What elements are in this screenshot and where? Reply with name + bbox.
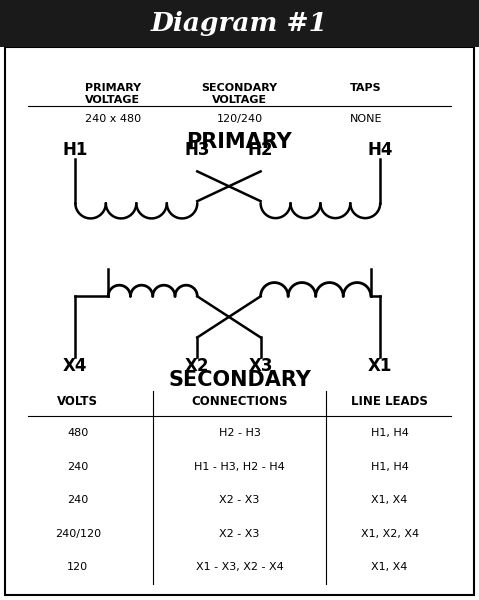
Text: 480: 480 xyxy=(67,428,88,438)
Text: TAPS: TAPS xyxy=(350,83,382,92)
Text: X1, X4: X1, X4 xyxy=(371,562,408,572)
Text: 120/240: 120/240 xyxy=(217,114,262,124)
Text: X2 - X3: X2 - X3 xyxy=(219,495,260,505)
Text: X1 - X3, X2 - X4: X1 - X3, X2 - X4 xyxy=(195,562,284,572)
Text: H4: H4 xyxy=(367,142,393,160)
Text: H2: H2 xyxy=(248,142,274,160)
Text: X3: X3 xyxy=(248,356,273,374)
Text: VOLTS: VOLTS xyxy=(57,395,98,408)
Text: X2 - X3: X2 - X3 xyxy=(219,529,260,539)
Text: H1, H4: H1, H4 xyxy=(371,428,409,438)
Text: 240: 240 xyxy=(67,495,88,505)
Text: 240: 240 xyxy=(67,461,88,472)
Text: H1, H4: H1, H4 xyxy=(371,461,409,472)
Text: PRIMARY
VOLTAGE: PRIMARY VOLTAGE xyxy=(85,83,141,105)
Bar xyxy=(0,0,479,47)
Text: NONE: NONE xyxy=(350,114,382,124)
Text: H3: H3 xyxy=(184,142,210,160)
Text: 240 x 480: 240 x 480 xyxy=(85,114,141,124)
Text: SECONDARY: SECONDARY xyxy=(168,370,311,391)
Text: LINE LEADS: LINE LEADS xyxy=(351,395,428,408)
Text: X2: X2 xyxy=(185,356,209,374)
Text: Diagram #1: Diagram #1 xyxy=(151,11,328,36)
Text: H2 - H3: H2 - H3 xyxy=(218,428,261,438)
Text: X1, X4: X1, X4 xyxy=(371,495,408,505)
Text: PRIMARY: PRIMARY xyxy=(187,132,292,152)
Text: SECONDARY
VOLTAGE: SECONDARY VOLTAGE xyxy=(202,83,277,105)
Text: 120: 120 xyxy=(67,562,88,572)
Text: X4: X4 xyxy=(63,356,88,374)
Text: X1, X2, X4: X1, X2, X4 xyxy=(361,529,419,539)
Text: H1: H1 xyxy=(63,142,88,160)
Text: H1 - H3, H2 - H4: H1 - H3, H2 - H4 xyxy=(194,461,285,472)
Text: 240/120: 240/120 xyxy=(55,529,101,539)
Text: CONNECTIONS: CONNECTIONS xyxy=(191,395,288,408)
Text: X1: X1 xyxy=(368,356,392,374)
